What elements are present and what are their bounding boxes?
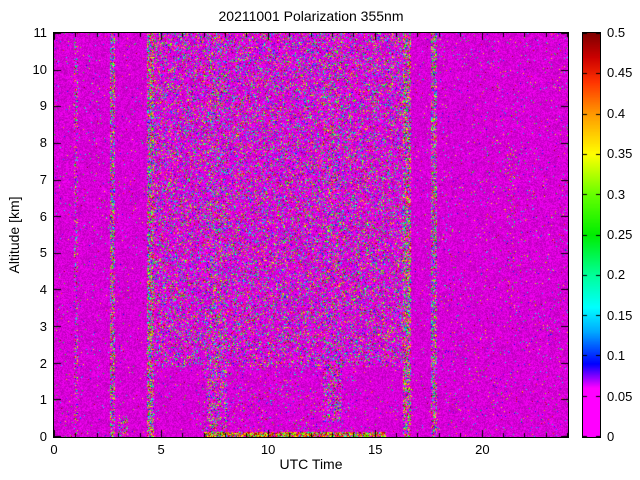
colorbar-tick-label: 0.3	[607, 186, 626, 202]
x-tick-label: 0	[50, 442, 58, 457]
y-tick-label: 5	[39, 245, 47, 261]
x-tick-label: 10	[260, 442, 276, 457]
x-tick-label: 20	[475, 442, 490, 457]
plot-frame	[53, 32, 569, 438]
y-tick-label: 9	[39, 98, 47, 114]
colorbar-tick-label: 0.2	[607, 267, 626, 283]
colorbar-tick-label: 0.35	[607, 146, 633, 162]
heatmap-canvas	[54, 33, 568, 437]
x-axis-label: UTC Time	[279, 456, 343, 472]
y-tick-label: 10	[32, 61, 47, 77]
y-tick-label: 7	[39, 171, 47, 187]
y-tick-label: 0	[39, 429, 47, 444]
y-tick-label: 1	[39, 392, 47, 408]
y-tick-label: 8	[39, 135, 47, 151]
colorbar-tick-label: 0.05	[607, 388, 633, 404]
y-tick-label: 3	[39, 318, 47, 334]
colorbar-canvas	[583, 33, 600, 437]
colorbar-tick-label: 0.45	[607, 65, 633, 81]
colorbar-tick-label: 0	[607, 429, 615, 444]
colorbar-tick-label: 0.5	[607, 25, 626, 40]
colorbar-tick-label: 0.15	[607, 307, 633, 323]
y-tick-label: 6	[39, 208, 47, 224]
colorbar-tick-label: 0.25	[607, 227, 633, 242]
x-tick-label: 15	[368, 442, 383, 457]
y-tick-label: 11	[33, 25, 48, 40]
y-tick-label: 4	[39, 282, 47, 298]
x-tick-label: 5	[157, 442, 165, 457]
colorbar-tick-label: 0.1	[607, 348, 626, 364]
colorbar-tick-label: 0.4	[607, 105, 626, 121]
colorbar-frame	[582, 32, 601, 438]
chart-title: 20211001 Polarization 355nm	[218, 8, 404, 24]
y-tick-label: 2	[39, 355, 47, 371]
